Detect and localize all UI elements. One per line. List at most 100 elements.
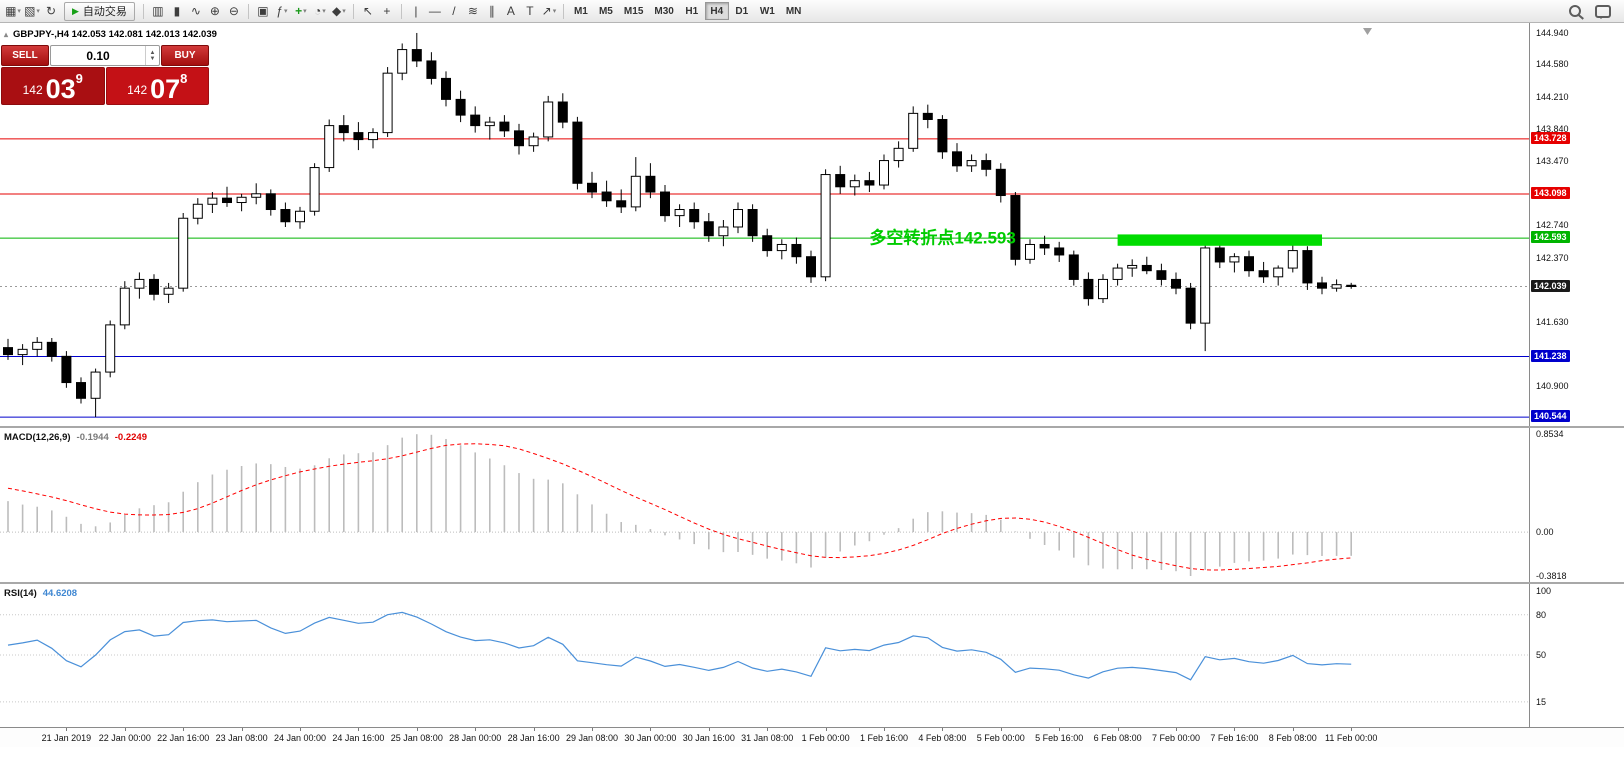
templates-icon[interactable]: ◆ ▾ [332,4,346,18]
time-axis-tick [300,728,301,731]
price-scale-label: 144.940 [1536,27,1569,38]
candlestick-chart-icon[interactable]: ▮ [173,4,181,18]
price-scale-label: 143.470 [1536,156,1569,167]
timeframe-d1-button[interactable]: D1 [730,2,754,20]
zoom-in-icon[interactable]: ⊕ [209,4,220,18]
chart-title: ▴ GBPJPY-,H4 142.053 142.081 142.013 142… [4,29,217,40]
channel-icon[interactable]: ∥ [488,4,495,18]
time-axis-label: 23 Jan 08:00 [215,733,268,743]
price-scale[interactable]: 144.940 144.580 144.210 143.840 143.470 142.7… [1529,23,1624,727]
price-scale-label: 142.370 [1536,252,1569,263]
panel-separator[interactable] [0,582,1624,584]
pivot-annotation-text[interactable]: 多空转折点142.593 [869,227,1015,247]
timeframe-h1-button[interactable]: H1 [680,2,704,20]
indicators-icon[interactable]: ƒ ▾ [276,4,288,18]
rsi-value: 44.6208 [42,588,78,599]
tile-windows-icon[interactable]: ▣ [257,4,269,18]
time-axis-label: 5 Feb 00:00 [976,733,1025,743]
time-scale[interactable]: 21 Jan 2019 22 Jan 00:00 22 Jan 16:00 23 Ja… [0,727,1624,747]
buy-button[interactable]: BUY [161,45,209,66]
bar-chart-icon[interactable]: ▥ [152,4,164,18]
time-axis-tick [1117,728,1119,731]
timeframe-m30-button[interactable]: M30 [649,2,678,20]
trendline-icon[interactable]: / [452,4,456,18]
highlight-rectangle[interactable] [1117,234,1322,246]
time-axis-label: 30 Jan 16:00 [682,733,735,743]
price-badge: 141.238 [1531,349,1570,362]
zoom-out-icon[interactable]: ⊖ [228,4,239,18]
time-axis-tick [825,728,827,731]
cursor-icon[interactable]: ↖ [362,4,373,18]
oneclick-collapse-icon[interactable]: ▴ [4,30,9,39]
toolbar-right [1566,2,1620,20]
vertical-line-icon[interactable]: | [414,4,418,18]
refresh-icon[interactable]: ↻ [45,4,57,18]
price-scale-label: 0.8534 [1536,429,1564,439]
macd-indicator-canvas[interactable] [0,428,1529,582]
timeframe-mn-button[interactable]: MN [781,2,807,20]
time-axis-label: 21 Jan 2019 [41,733,92,743]
time-axis-label: 4 Feb 08:00 [918,733,967,743]
price-scale-label: 143.840 [1536,124,1569,135]
price-scale-label: 100 [1536,586,1552,596]
profiles-icon[interactable]: ▧ ▾ [24,4,40,18]
timeframe-h4-button[interactable]: H4 [704,2,729,20]
crosshair-icon[interactable]: + [383,4,391,18]
add-indicator-icon[interactable]: + ▾ [295,4,307,18]
time-axis-label: 31 Jan 08:00 [741,733,794,743]
toolbar-separator [352,3,354,19]
community-icon[interactable] [1594,2,1612,20]
volume-field[interactable]: 0.10 ▲ ▼ [50,45,160,66]
volume-value[interactable]: 0.10 [86,48,110,63]
toolbar-buttons: ▦ ▾ ▧ ▾ ↻ ▶ 自动交易 ▥ ▮ ∿ ⊕ ⊖ ▣ ƒ ▾ + ▾ ◔ ▾ ◆ ▾ ↖ + | — / ≋ ∥ A T ↗ ▾ M1 M5 M… [4,1,807,21]
time-axis-tick [650,728,652,731]
time-axis-label: 7 Feb 00:00 [1151,733,1201,743]
time-axis-label: 5 Feb 16:00 [1035,733,1084,743]
periods-icon[interactable]: ◔ ▾ [314,4,326,18]
price-scale-label: 80 [1536,609,1547,620]
time-axis-tick [767,728,769,731]
time-axis-tick [183,728,185,731]
line-chart-icon[interactable]: ∿ [190,4,201,18]
time-axis-tick [358,728,360,731]
label-icon[interactable]: T [526,4,534,18]
price-scale-label: 50 [1536,650,1547,660]
toolbar-separator [142,3,144,19]
symbol-ohlc-text: GBPJPY-,H4 142.053 142.081 142.013 142.0… [13,29,217,40]
panel-separator[interactable] [0,426,1624,428]
rsi-line [7,611,1352,681]
volume-decrease-button[interactable]: ▼ [149,55,156,62]
time-axis-tick [416,728,418,731]
arrows-icon[interactable]: ↗ ▾ [541,4,557,18]
price-scale-label: 144.580 [1536,59,1569,70]
rsi-name: RSI(14) [4,588,37,599]
macd-histogram [7,434,1352,576]
fibonacci-icon[interactable]: ≋ [467,4,478,18]
new-chart-icon[interactable]: ▦ ▾ [5,4,21,18]
timeframe-m15-button[interactable]: M15 [619,2,648,20]
buy-price-display[interactable]: 142 07 8 [105,67,209,105]
horizontal-line-icon[interactable]: — [428,4,441,18]
sell-price-display[interactable]: 142 03 9 [1,67,105,105]
time-axis-tick [1292,728,1294,731]
time-axis-label: 29 Jan 08:00 [565,733,619,743]
one-click-trading-panel: SELL 0.10 ▲ ▼ BUY 142 03 9 142 07 8 [1,45,209,105]
sell-button[interactable]: SELL [1,45,49,66]
autotrading-button[interactable]: ▶ 自动交易 [64,1,135,21]
chart-shift-marker[interactable] [1363,28,1372,35]
time-axis-label: 7 Feb 16:00 [1210,733,1259,743]
time-axis-label: 22 Jan 16:00 [157,733,210,743]
price-badge: 143.728 [1531,131,1570,144]
price-chart-canvas[interactable]: 多空转折点142.593 [0,23,1529,426]
volume-increase-button[interactable]: ▲ [149,49,156,56]
timeframe-m5-button[interactable]: M5 [594,2,618,20]
toolbar-separator [562,3,564,19]
rsi-indicator-canvas[interactable] [0,584,1529,726]
search-icon[interactable] [1566,2,1584,20]
time-axis-tick [1000,728,1002,731]
text-icon[interactable]: A [506,4,515,18]
time-axis-tick [533,728,535,731]
timeframe-w1-button[interactable]: W1 [755,2,780,20]
timeframe-m1-button[interactable]: M1 [569,2,593,20]
candles-layer [3,32,1357,418]
